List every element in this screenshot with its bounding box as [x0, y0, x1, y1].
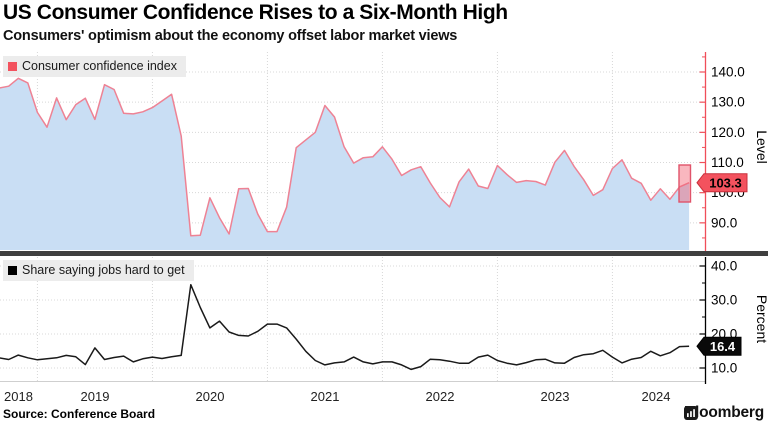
year-label-2023: 2023 — [540, 389, 570, 404]
svg-text:10.0: 10.0 — [711, 361, 737, 376]
svg-text:140.0: 140.0 — [711, 65, 745, 80]
panel-divider — [0, 251, 768, 256]
bloomberg-wordmark: Bloomberg — [683, 404, 764, 421]
svg-text:30.0: 30.0 — [711, 293, 737, 308]
legend-consumer-confidence: Consumer confidence index — [3, 56, 186, 77]
legend-label: Consumer confidence index — [22, 59, 177, 73]
svg-text:130.0: 130.0 — [711, 95, 745, 110]
bloomberg-terminal-icon — [683, 406, 698, 420]
year-label-2018: 2018 — [4, 389, 33, 404]
svg-text:Percent: Percent — [754, 295, 768, 343]
year-label-2024: 2024 — [641, 389, 671, 404]
year-label-2019: 2019 — [80, 389, 110, 404]
svg-text:Level: Level — [754, 130, 768, 163]
page-title: US Consumer Confidence Rises to a Six-Mo… — [3, 1, 508, 24]
svg-text:103.3: 103.3 — [709, 175, 742, 190]
svg-text:90.0: 90.0 — [711, 215, 737, 230]
legend-label: Share saying jobs hard to get — [22, 263, 185, 277]
legend-jobs-hard-to-get: Share saying jobs hard to get — [3, 260, 194, 281]
legend-swatch-pink — [8, 61, 17, 71]
year-label-2022: 2022 — [425, 389, 455, 404]
source-note: Source: Conference Board — [3, 407, 156, 421]
svg-text:40.0: 40.0 — [711, 259, 737, 274]
svg-text:120.0: 120.0 — [711, 125, 745, 140]
page-subtitle: Consumers' optimism about the economy of… — [3, 28, 458, 44]
svg-text:110.0: 110.0 — [711, 155, 744, 170]
svg-text:16.4: 16.4 — [710, 339, 736, 354]
bloomberg-brand: Bloomberg — [683, 404, 764, 422]
legend-swatch-black — [8, 265, 17, 275]
x-axis-year-labels: 2018 2019 2020 2021 2022 2023 2024 — [0, 389, 768, 404]
year-label-2021: 2021 — [310, 389, 340, 404]
year-label-2020: 2020 — [195, 389, 225, 404]
